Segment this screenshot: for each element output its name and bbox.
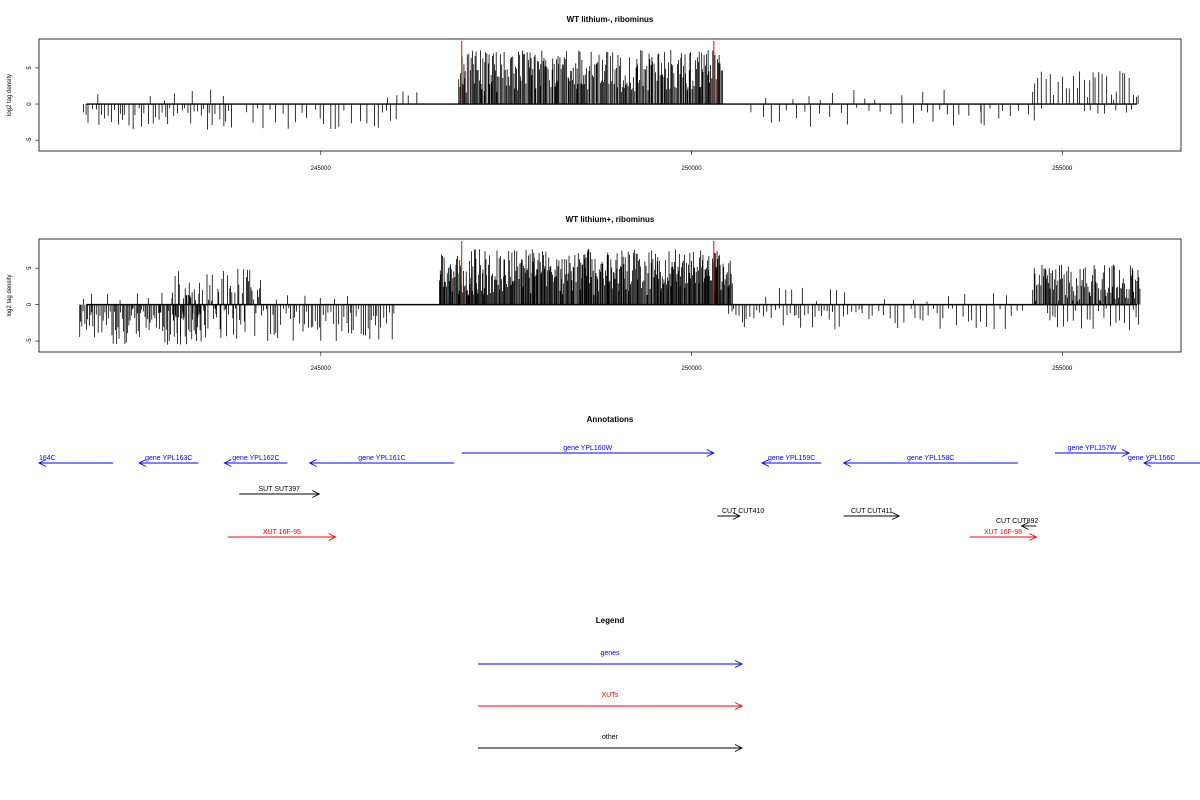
annotation-label: gene YPL156C: [1128, 455, 1175, 462]
annotation-label: XUT 16F-95: [263, 529, 301, 536]
annotation-label: gene YPL160W: [563, 445, 612, 452]
annotation-arrow: [239, 490, 321, 498]
annotation-arrow: [308, 459, 455, 467]
annotation-label: CUT CUT892: [996, 518, 1038, 525]
arrow-head: [308, 459, 317, 467]
panel-lithium-plus: WT lithium+, ribominus log2 tag density -5…: [7, 215, 1182, 372]
annotation-label: 164C: [39, 455, 56, 462]
annotation-arrow: [223, 459, 288, 467]
arrow-head: [328, 533, 337, 541]
annotation-arrow: [761, 459, 822, 467]
x-tick-label: 250000: [682, 166, 703, 172]
y-tick-label: 5: [27, 266, 33, 270]
y-axis-label: log2 tag density: [7, 74, 13, 116]
annotation-arrow: [461, 449, 715, 457]
arrow-head: [1029, 533, 1038, 541]
x-tick-label: 245000: [311, 166, 332, 172]
annotation-label: gene YPL161C: [358, 455, 405, 462]
arrow-head: [734, 744, 744, 752]
annotation-label: CUT CUT411: [851, 508, 893, 515]
arrow-head: [734, 702, 744, 710]
density-bars: [83, 49, 1139, 130]
annotation-arrow: [228, 533, 337, 541]
annotation-label: XUT 16F-98: [984, 529, 1022, 536]
annotation-arrow: [717, 512, 741, 520]
annotation-arrow: [1142, 459, 1200, 467]
arrow-head: [761, 459, 770, 467]
legend-label: other: [602, 734, 619, 741]
plot-frame: [38, 38, 1182, 152]
legend-label: XUTs: [602, 692, 619, 699]
legend-arrow: [478, 744, 744, 752]
legend-label: genes: [600, 650, 620, 657]
panel-lithium-minus: WT lithium-, ribominus log2 tag density -5…: [7, 15, 1182, 172]
y-tick-label: 0: [27, 302, 33, 306]
annotation-label: gene YPL163C: [145, 455, 192, 462]
annotation-label: CUT CUT410: [722, 508, 764, 515]
x-tick-label: 245000: [311, 366, 332, 372]
panel-title: WT lithium+, ribominus: [566, 215, 655, 224]
annotation-label: SUT SUT397: [259, 486, 301, 493]
annotation-arrow: [138, 459, 199, 467]
arrow-head: [732, 512, 741, 520]
y-tick-label: -5: [27, 338, 33, 344]
annotation-arrow: [843, 512, 901, 520]
arrow-head: [706, 449, 715, 457]
x-tick-label: 255000: [1052, 366, 1073, 372]
arrow-head: [37, 459, 47, 467]
arrow-head: [892, 512, 901, 520]
y-tick-label: 0: [27, 102, 33, 106]
arrow-head: [842, 459, 851, 467]
plot-frame: [38, 238, 1182, 353]
x-tick-label: 250000: [682, 366, 703, 372]
arrow-head: [138, 459, 147, 467]
annotation-label: gene YPL159C: [768, 455, 815, 462]
y-tick-label: -5: [27, 137, 33, 143]
legend-panel: Legend genes XUTs other: [478, 616, 744, 752]
arrow-head: [1142, 459, 1152, 467]
legend-title: Legend: [596, 616, 625, 625]
arrow-head: [223, 459, 232, 467]
legend-arrow: [478, 702, 744, 710]
y-tick-label: 5: [27, 66, 33, 70]
annotation-arrow: [842, 459, 1018, 467]
x-tick-label: 255000: [1052, 166, 1073, 172]
annotation-label: gene YPL162C: [232, 455, 279, 462]
annotations-panel: Annotations 164C gene YPL163C gene YPL162C g…: [37, 415, 1200, 541]
y-axis-label: log2 tag density: [7, 274, 13, 316]
legend-arrow: [478, 660, 744, 668]
arrow-head: [1020, 522, 1029, 530]
annotation-arrow: [37, 459, 114, 467]
annotation-arrow: [1020, 522, 1037, 530]
annotation-label: gene YPL158C: [907, 455, 954, 462]
annotation-arrow: [969, 533, 1038, 541]
arrow-head: [1121, 449, 1131, 457]
arrow-head: [734, 660, 744, 668]
annotation-label: gene YPL157W: [1068, 445, 1117, 452]
arrow-head: [312, 490, 321, 498]
annotations-title: Annotations: [587, 415, 634, 424]
density-bars: [79, 249, 1141, 345]
annotation-arrow: [1054, 449, 1131, 457]
panel-title: WT lithium-, ribominus: [567, 15, 654, 24]
